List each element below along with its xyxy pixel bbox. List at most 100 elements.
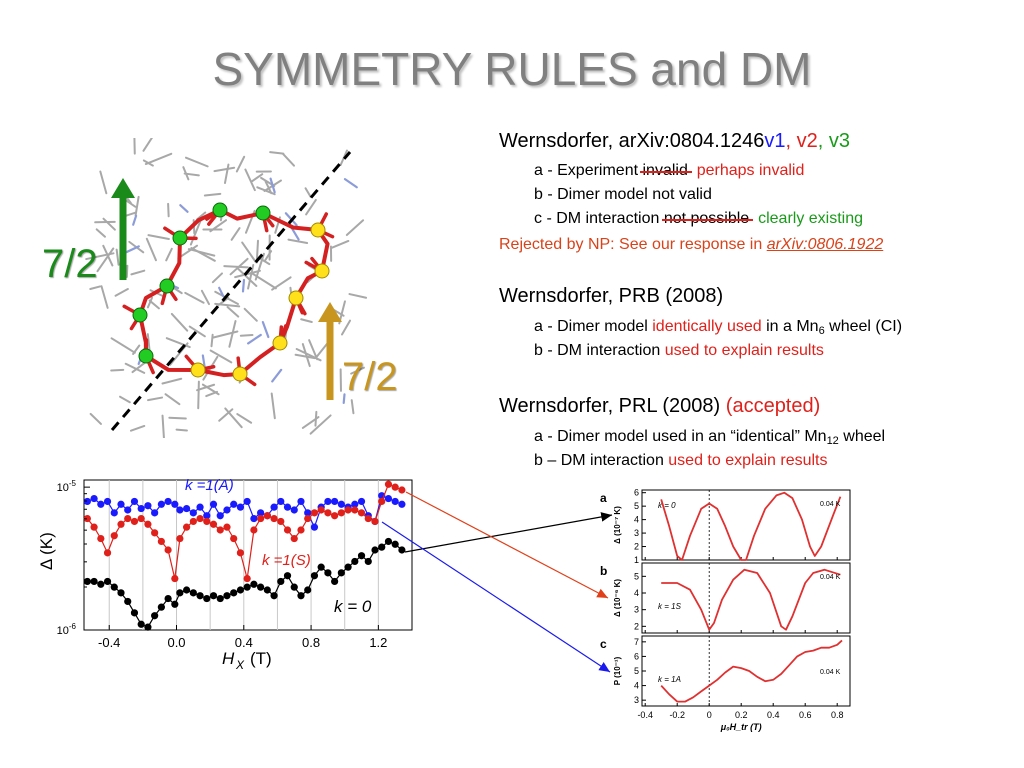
tunnel-panel-ytick-label: 6 bbox=[634, 651, 639, 661]
oxo-bridge bbox=[144, 354, 199, 372]
delta-data-point bbox=[384, 537, 393, 546]
ligand-bond bbox=[189, 218, 202, 246]
ligand-bond bbox=[119, 395, 131, 404]
ref1-sep2: , bbox=[817, 130, 829, 152]
ligand-bond bbox=[305, 198, 317, 216]
ligand-bond bbox=[211, 330, 239, 339]
delta-data-point bbox=[290, 534, 298, 543]
delta-data-point bbox=[157, 603, 165, 611]
tunnel-chart: 1 2 3 4 5 6 a k = 0 0.04 K Δ (10⁻⁷ K) 2 3 4 5 b k = 1S 0… bbox=[600, 488, 851, 732]
ligand-bond bbox=[223, 265, 249, 269]
mn-atom-gold bbox=[288, 290, 304, 306]
ligand-bond bbox=[236, 267, 258, 287]
delta-chart-frame bbox=[83, 479, 413, 631]
tunnel-panel-curve bbox=[661, 568, 841, 631]
delta-data-point bbox=[90, 494, 98, 503]
delta-data-point bbox=[310, 572, 319, 580]
ligand-bond bbox=[210, 333, 214, 348]
ref1-c-struck: not possible bbox=[663, 210, 750, 227]
delta-data-point bbox=[270, 503, 278, 511]
tunnel-panel-k-label: k = 0 bbox=[658, 501, 676, 510]
ref1-c-pre: c - DM interaction bbox=[534, 210, 664, 227]
delta-data-point bbox=[331, 512, 339, 520]
ligand-bond bbox=[301, 343, 311, 368]
delta-data-point bbox=[171, 574, 179, 583]
spin-arrow-left-head bbox=[111, 178, 135, 198]
delta-data-point bbox=[230, 589, 238, 597]
delta-data-point bbox=[203, 517, 211, 526]
ligand-bond bbox=[184, 156, 209, 168]
ligand-bond bbox=[95, 228, 107, 238]
symmetry-line bbox=[110, 151, 352, 431]
connector-k1a bbox=[381, 521, 611, 673]
delta-data-point bbox=[324, 569, 332, 577]
ligand-bond bbox=[309, 414, 332, 435]
delta-chart: -0.4 0.0 0.4 0.8 1.2 10-5 10-6 k =1(A) k =1(S)… bbox=[37, 477, 413, 672]
delta-data-point bbox=[176, 589, 184, 597]
delta-data-point bbox=[263, 512, 271, 520]
ligand-bond bbox=[350, 366, 365, 375]
delta-data-point bbox=[130, 609, 139, 617]
tunnel-panel-ytick-label: 4 bbox=[634, 588, 639, 598]
tunnel-panel-ytick-label: 5 bbox=[634, 501, 639, 511]
delta-data-point bbox=[209, 592, 218, 600]
spin-label-right: 7/2 bbox=[342, 355, 398, 399]
ref1-heading: Wernsdorfer, arXiv:0804.1246v1, v2, v3 bbox=[499, 130, 850, 153]
ligand-bond bbox=[294, 353, 316, 360]
delta-data-point bbox=[103, 549, 112, 557]
delta-data-point bbox=[257, 514, 265, 523]
delta-chart-xlabel: H X (T) bbox=[222, 649, 272, 672]
delta-data-point bbox=[223, 506, 231, 514]
delta-data-point bbox=[110, 532, 118, 540]
delta-data-point bbox=[117, 520, 125, 528]
delta-data-point bbox=[378, 497, 386, 506]
ligand-bond bbox=[148, 299, 160, 310]
nitrogen-bond bbox=[218, 286, 225, 297]
ligand-bond bbox=[226, 306, 240, 318]
ligand-bond bbox=[175, 428, 188, 432]
tunnel-panel-letter: b bbox=[600, 564, 607, 578]
ligand-bond bbox=[187, 248, 216, 257]
delta-data-point bbox=[183, 504, 191, 513]
ligand-bond bbox=[282, 153, 296, 167]
delta-data-point bbox=[250, 514, 258, 523]
arxiv-response-link[interactable]: arXiv:0806.1922 bbox=[766, 236, 884, 253]
delta-data-point bbox=[391, 483, 399, 491]
ligand-bond bbox=[164, 393, 181, 406]
tunnel-chart-xtick-label: 0 bbox=[707, 710, 712, 720]
mn-atom-green bbox=[132, 307, 148, 323]
delta-data-point bbox=[357, 552, 366, 560]
tunnel-panel-temp-label: 0.04 K bbox=[820, 574, 841, 581]
delta-data-point bbox=[171, 500, 179, 508]
ligand-bond bbox=[218, 408, 234, 422]
delta-data-point bbox=[270, 592, 278, 600]
ref1-v1: v1 bbox=[764, 130, 786, 152]
ligand-bond bbox=[125, 264, 129, 278]
delta-data-point bbox=[189, 509, 197, 517]
ligand-bond bbox=[243, 307, 258, 322]
tunnel-panel-ylabel: Δ (10⁻⁷ K) bbox=[613, 506, 622, 544]
ligand-bond bbox=[130, 269, 146, 276]
delta-data-point bbox=[398, 500, 406, 508]
ligand-bond bbox=[165, 247, 173, 262]
ligand-bond bbox=[134, 195, 140, 217]
ligand-bond bbox=[182, 166, 190, 181]
ligand-bond bbox=[229, 257, 249, 276]
tunnel-chart-xtick-label: 0.6 bbox=[799, 710, 812, 720]
delta-data-point bbox=[297, 497, 305, 506]
delta-data-point bbox=[97, 580, 105, 588]
delta-data-point bbox=[144, 520, 152, 528]
ref3-head-red: (accepted) bbox=[725, 395, 821, 417]
delta-data-point bbox=[124, 506, 132, 514]
delta-data-point bbox=[164, 497, 172, 506]
ligand-bond bbox=[214, 302, 241, 308]
delta-data-point bbox=[297, 526, 305, 534]
ligand-bond bbox=[161, 377, 183, 385]
delta-data-point bbox=[124, 597, 132, 606]
delta-data-point bbox=[183, 586, 191, 594]
ref1-a-struck: invalid bbox=[642, 162, 688, 179]
delta-data-point bbox=[243, 497, 251, 506]
ligand-bond bbox=[350, 399, 355, 415]
ligand-bond bbox=[89, 285, 102, 291]
